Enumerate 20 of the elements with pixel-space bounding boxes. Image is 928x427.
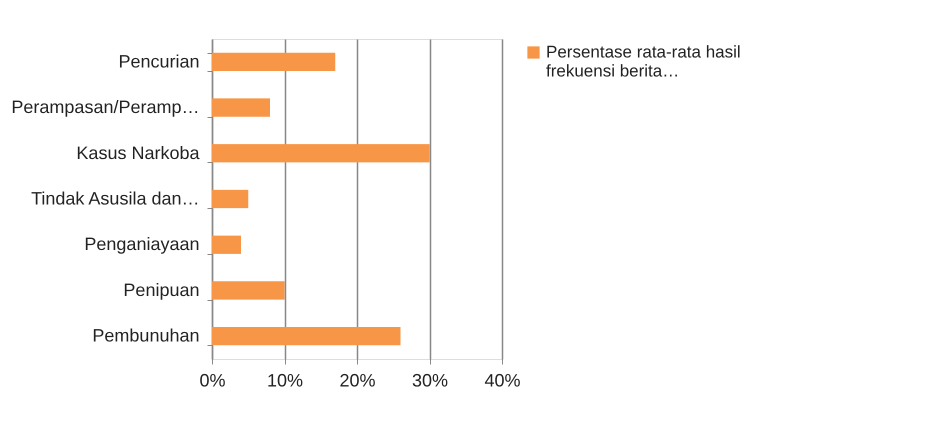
bar [212,52,336,71]
bar [212,281,284,300]
y-tick-label: Penipuan [123,280,200,300]
x-tick-label: 30% [412,370,448,390]
bar [212,327,400,346]
bar [212,190,248,208]
bar [212,144,430,162]
x-tick-label: 20% [339,370,376,390]
y-tick-label: Penganiayaan [84,234,200,254]
y-tick-label: Tindak Asusila dan… [31,188,200,208]
legend-label: Persentase rata-rata hasil frekuensi berita… [546,42,741,80]
x-tick-label: 10% [266,370,304,390]
y-tick-label: Pembunuhan [92,326,200,346]
x-tick-label: 40% [484,370,521,390]
x-tick-label: 0% [199,370,226,390]
y-tick-label: Perampasan/Peramp… [11,97,200,118]
y-tick-label: Kasus Narkoba [76,142,200,163]
bar [212,236,241,254]
bar [212,98,270,117]
y-tick-label: Pencurian [118,51,200,72]
